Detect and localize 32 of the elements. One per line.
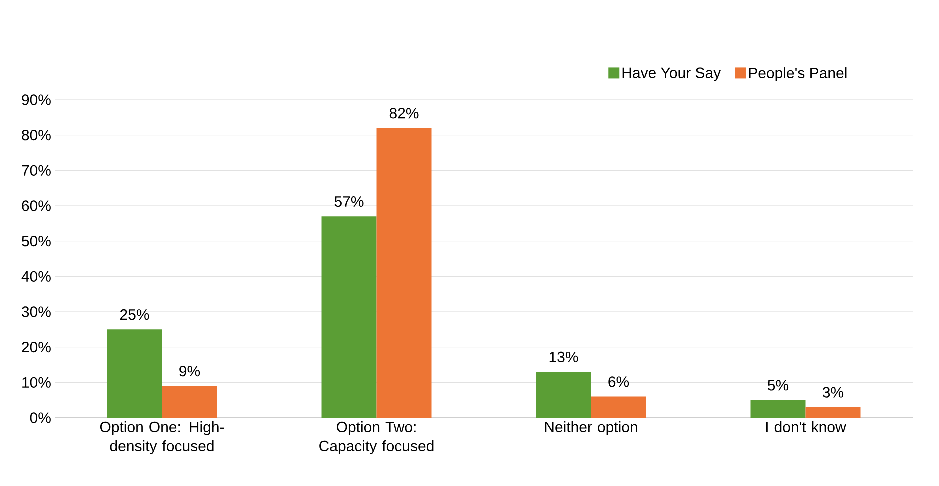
bar — [322, 216, 377, 418]
bar — [591, 396, 646, 418]
y-tick-label: 40% — [22, 271, 51, 282]
y-tick-label: 30% — [22, 306, 51, 318]
y-tick-label: 50% — [22, 236, 51, 247]
legend-label: People's Panel — [749, 68, 847, 82]
x-tick-label: I don't know — [766, 422, 846, 433]
x-tick-label: Option One: High-density focused — [100, 422, 224, 454]
data-label: 57% — [334, 196, 364, 208]
legend-label: Have Your Say — [622, 68, 722, 82]
bar — [107, 330, 162, 418]
data-label: 5% — [768, 380, 789, 391]
bar — [750, 400, 806, 418]
data-label: 82% — [390, 108, 419, 119]
y-tick-label: 80% — [22, 130, 51, 141]
bar — [806, 407, 861, 418]
y-tick-label: 90% — [22, 94, 51, 106]
bar — [536, 372, 592, 418]
data-label: 25% — [120, 310, 150, 320]
bar — [162, 386, 218, 418]
bar — [376, 128, 432, 418]
data-label: 6% — [608, 376, 630, 388]
x-tick-label: Neither option — [545, 422, 638, 436]
data-label: 9% — [180, 366, 200, 377]
x-tick-label: Option Two: Capacity focused — [320, 422, 434, 454]
y-tick-label: 10% — [22, 377, 51, 388]
y-tick-label: 70% — [22, 165, 51, 176]
y-tick-label: 20% — [22, 342, 51, 353]
data-label: 3% — [822, 387, 844, 398]
y-tick-label: 0% — [30, 412, 51, 424]
y-tick-label: 60% — [22, 200, 51, 212]
data-label: 13% — [550, 352, 578, 363]
